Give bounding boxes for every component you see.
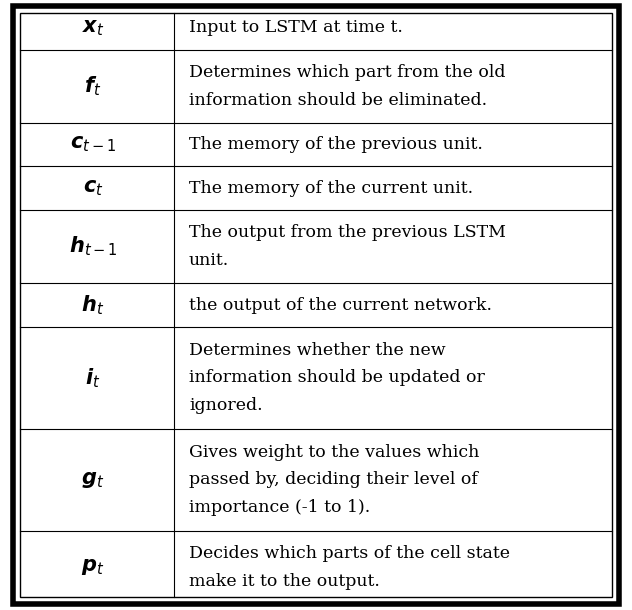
Text: $\boldsymbol{i}_{t}$: $\boldsymbol{i}_{t}$ xyxy=(85,366,101,390)
Text: Determines which part from the old: Determines which part from the old xyxy=(189,64,506,81)
Text: unit.: unit. xyxy=(189,252,229,269)
Text: The output from the previous LSTM: The output from the previous LSTM xyxy=(189,224,506,242)
Text: the output of the current network.: the output of the current network. xyxy=(189,296,492,314)
Text: Gives weight to the values which: Gives weight to the values which xyxy=(189,443,480,461)
Text: Decides which parts of the cell state: Decides which parts of the cell state xyxy=(189,545,510,562)
Text: $\boldsymbol{p}_{t}$: $\boldsymbol{p}_{t}$ xyxy=(82,558,105,578)
Text: The memory of the previous unit.: The memory of the previous unit. xyxy=(189,136,483,153)
Text: $\boldsymbol{g}_{t}$: $\boldsymbol{g}_{t}$ xyxy=(82,470,105,490)
Text: Determines whether the new: Determines whether the new xyxy=(189,342,446,359)
Text: The memory of the current unit.: The memory of the current unit. xyxy=(189,180,473,197)
Text: passed by, deciding their level of: passed by, deciding their level of xyxy=(189,472,478,489)
Text: $\boldsymbol{c}_{t}$: $\boldsymbol{c}_{t}$ xyxy=(83,179,104,198)
Text: ignored.: ignored. xyxy=(189,397,263,414)
Text: $\boldsymbol{f}_{t}$: $\boldsymbol{f}_{t}$ xyxy=(84,74,102,98)
Text: $\boldsymbol{x}_{t}$: $\boldsymbol{x}_{t}$ xyxy=(82,18,104,38)
Text: $\boldsymbol{h}_{t-1}$: $\boldsymbol{h}_{t-1}$ xyxy=(69,235,118,259)
Text: Input to LSTM at time t.: Input to LSTM at time t. xyxy=(189,20,403,37)
Text: information should be updated or: information should be updated or xyxy=(189,370,485,386)
Text: importance (-1 to 1).: importance (-1 to 1). xyxy=(189,499,370,516)
Text: $\boldsymbol{c}_{t-1}$: $\boldsymbol{c}_{t-1}$ xyxy=(70,135,116,154)
Text: make it to the output.: make it to the output. xyxy=(189,573,380,590)
Text: information should be eliminated.: information should be eliminated. xyxy=(189,92,487,109)
Text: $\boldsymbol{h}_{t}$: $\boldsymbol{h}_{t}$ xyxy=(82,293,105,317)
